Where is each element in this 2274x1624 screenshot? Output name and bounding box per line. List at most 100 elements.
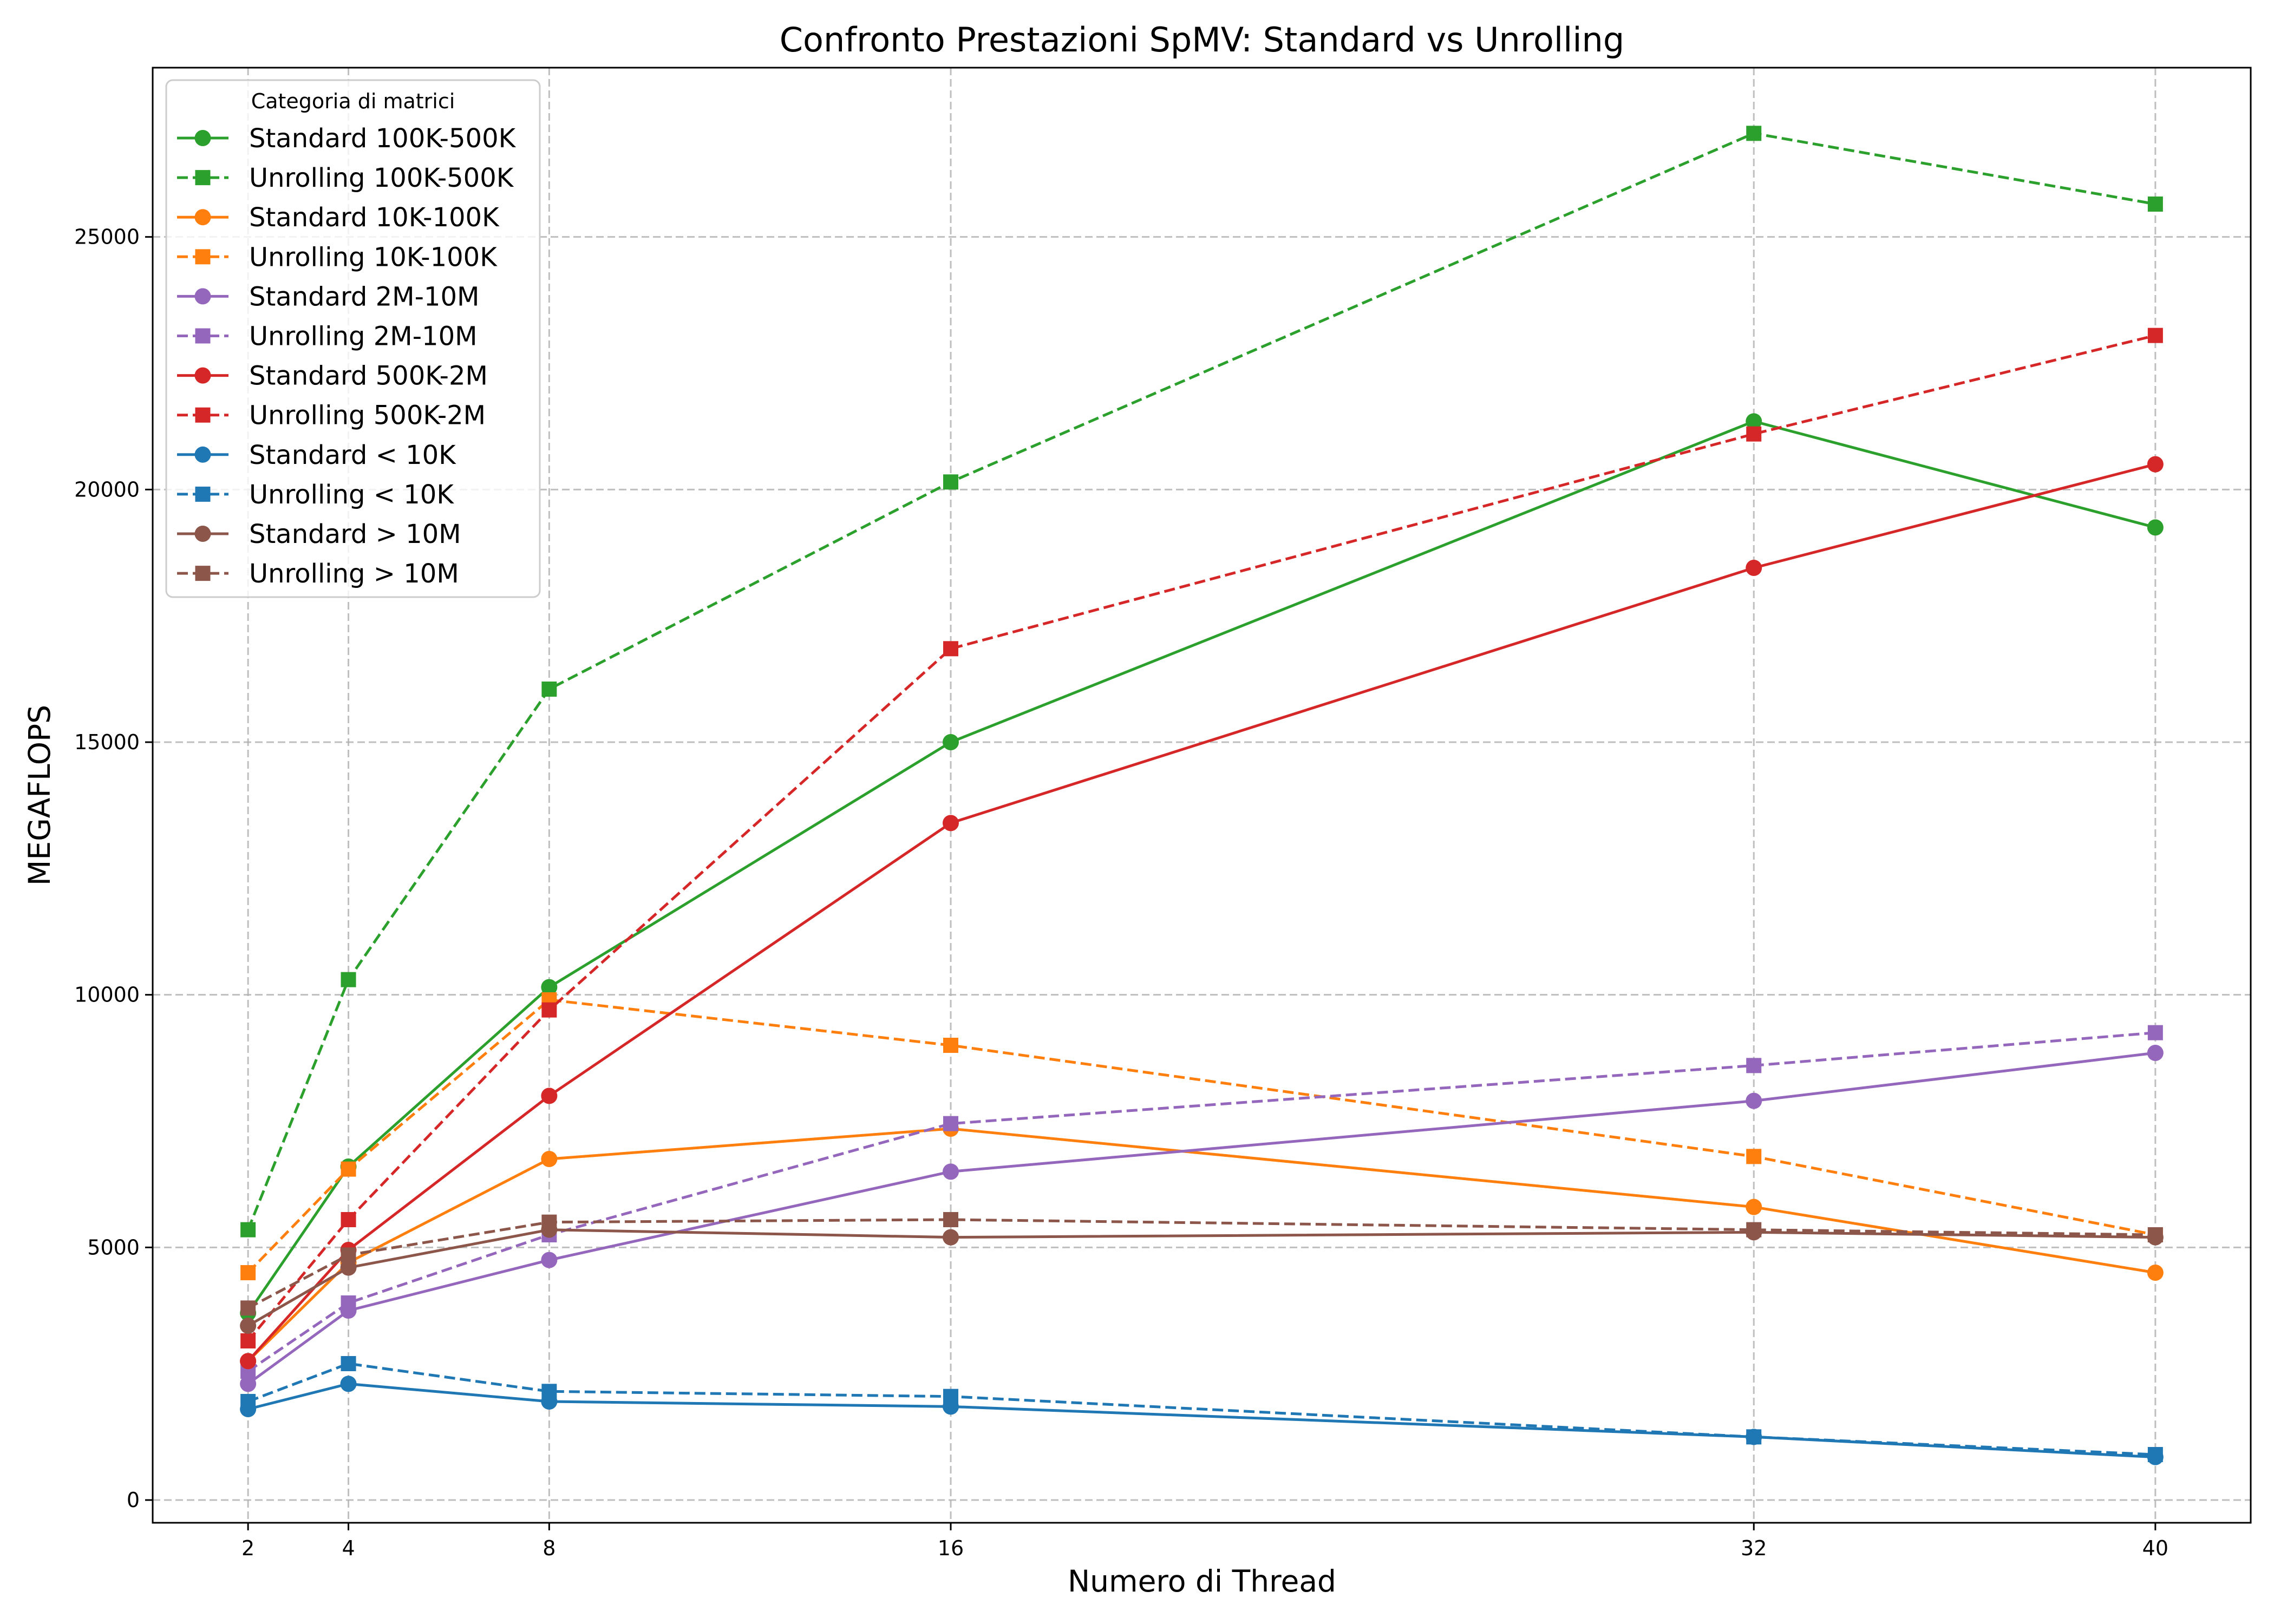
x-tick-label: 2	[241, 1536, 254, 1560]
data-point	[1746, 1199, 1762, 1215]
legend-marker	[194, 130, 211, 146]
data-point	[240, 1353, 257, 1370]
data-point	[1746, 1092, 1762, 1109]
series-5	[240, 1025, 2163, 1379]
legend-marker	[194, 446, 211, 463]
legend-marker	[194, 209, 211, 226]
data-point	[541, 1151, 558, 1167]
data-point	[2147, 519, 2164, 536]
data-point	[943, 1212, 958, 1227]
series-4	[240, 1045, 2164, 1392]
data-point	[341, 1295, 356, 1311]
data-point	[340, 1259, 357, 1276]
data-point	[341, 1247, 356, 1263]
series-line	[247, 463, 2156, 1363]
data-point	[1746, 413, 1762, 430]
data-point	[341, 1212, 356, 1227]
data-point	[340, 1376, 357, 1392]
series-line	[247, 420, 2156, 1314]
legend-label: Unrolling < 10K	[249, 480, 454, 510]
legend-entry: Standard 500K-2M	[177, 361, 488, 391]
y-axis: 0 5000 10000 15000 20000 25000	[74, 225, 153, 1512]
legend-label: Standard 500K-2M	[249, 361, 488, 391]
legend-label: Unrolling > 10M	[249, 559, 459, 589]
data-point	[341, 1356, 356, 1371]
legend-label: Unrolling 100K-500K	[249, 163, 514, 193]
legend-entry: Unrolling < 10K	[177, 480, 454, 510]
legend-label: Standard 10K-100K	[249, 202, 500, 233]
legend-label: Unrolling 2M-10M	[249, 322, 478, 352]
data-point	[541, 979, 558, 996]
legend-entry: Unrolling 2M-10M	[177, 322, 478, 352]
series-line	[247, 1051, 2156, 1385]
x-tick-label: 4	[342, 1536, 355, 1560]
data-point	[541, 1214, 557, 1230]
data-point	[2147, 197, 2163, 212]
x-axis-label: Numero di Thread	[1068, 1564, 1336, 1599]
plot-frame	[152, 67, 2252, 1524]
series-line	[247, 1382, 2155, 1459]
y-axis-label: MEGAFLOPS	[22, 705, 57, 886]
series-line	[247, 1218, 2155, 1309]
data-point	[341, 1161, 356, 1177]
legend-marker	[194, 526, 211, 542]
legend-entry: Standard 100K-500K	[177, 123, 517, 154]
data-point	[240, 1300, 256, 1316]
x-tick-label: 32	[1741, 1536, 1767, 1560]
legend: Categoria di matrici Standard 100K-500K U…	[165, 79, 541, 598]
legend-title: Categoria di matrici	[251, 89, 455, 113]
legend-label: Unrolling 10K-100K	[249, 242, 498, 272]
legend-marker	[195, 249, 211, 265]
y-tick-label: 25000	[74, 225, 140, 249]
data-point	[1746, 560, 1762, 576]
data-point	[341, 972, 356, 987]
legend-entry: Unrolling 10K-100K	[177, 242, 498, 272]
legend-label: Standard 2M-10M	[249, 281, 479, 312]
data-point	[541, 1002, 557, 1018]
data-point	[240, 1376, 257, 1392]
y-tick-label: 20000	[74, 477, 140, 501]
x-tick-label: 16	[938, 1536, 964, 1560]
data-point	[942, 1163, 959, 1180]
y-tick-label: 5000	[87, 1235, 140, 1259]
series-layer	[240, 126, 2164, 1465]
y-tick-label: 10000	[74, 983, 140, 1007]
series-line	[246, 132, 2156, 1230]
series-line	[247, 1362, 2155, 1456]
legend-entry: Standard 2M-10M	[177, 281, 479, 312]
legend-marker	[195, 566, 211, 581]
data-point	[541, 1384, 557, 1399]
data-point	[541, 1088, 558, 1104]
data-point	[1746, 1149, 1762, 1164]
data-point	[1746, 426, 1762, 442]
data-point	[240, 1265, 256, 1280]
series-line	[247, 1228, 2155, 1327]
data-point	[942, 815, 959, 831]
data-point	[541, 682, 557, 697]
data-point	[942, 1229, 959, 1246]
legend-marker	[195, 170, 211, 186]
series-line	[247, 1031, 2156, 1373]
series-line	[247, 998, 2156, 1274]
x-axis: 2 4 8 16 32 40	[241, 1523, 2168, 1560]
data-point	[1746, 1058, 1762, 1073]
x-tick-label: 40	[2142, 1536, 2168, 1560]
legend-label: Standard > 10M	[249, 519, 461, 549]
x-tick-label: 8	[543, 1536, 556, 1560]
data-point	[240, 1333, 256, 1348]
data-point	[2147, 1447, 2163, 1462]
data-point	[2147, 328, 2163, 343]
data-point	[943, 1116, 958, 1131]
data-point	[943, 1038, 958, 1053]
data-point	[240, 1318, 257, 1334]
legend-label: Standard < 10K	[249, 440, 456, 470]
data-point	[943, 641, 958, 657]
data-point	[240, 1394, 256, 1409]
data-point	[1746, 1222, 1762, 1237]
legend-marker	[195, 486, 211, 502]
data-point	[2147, 1227, 2163, 1242]
data-point	[1746, 126, 1762, 141]
series-line	[247, 334, 2156, 1342]
legend-entry: Standard < 10K	[177, 440, 456, 470]
